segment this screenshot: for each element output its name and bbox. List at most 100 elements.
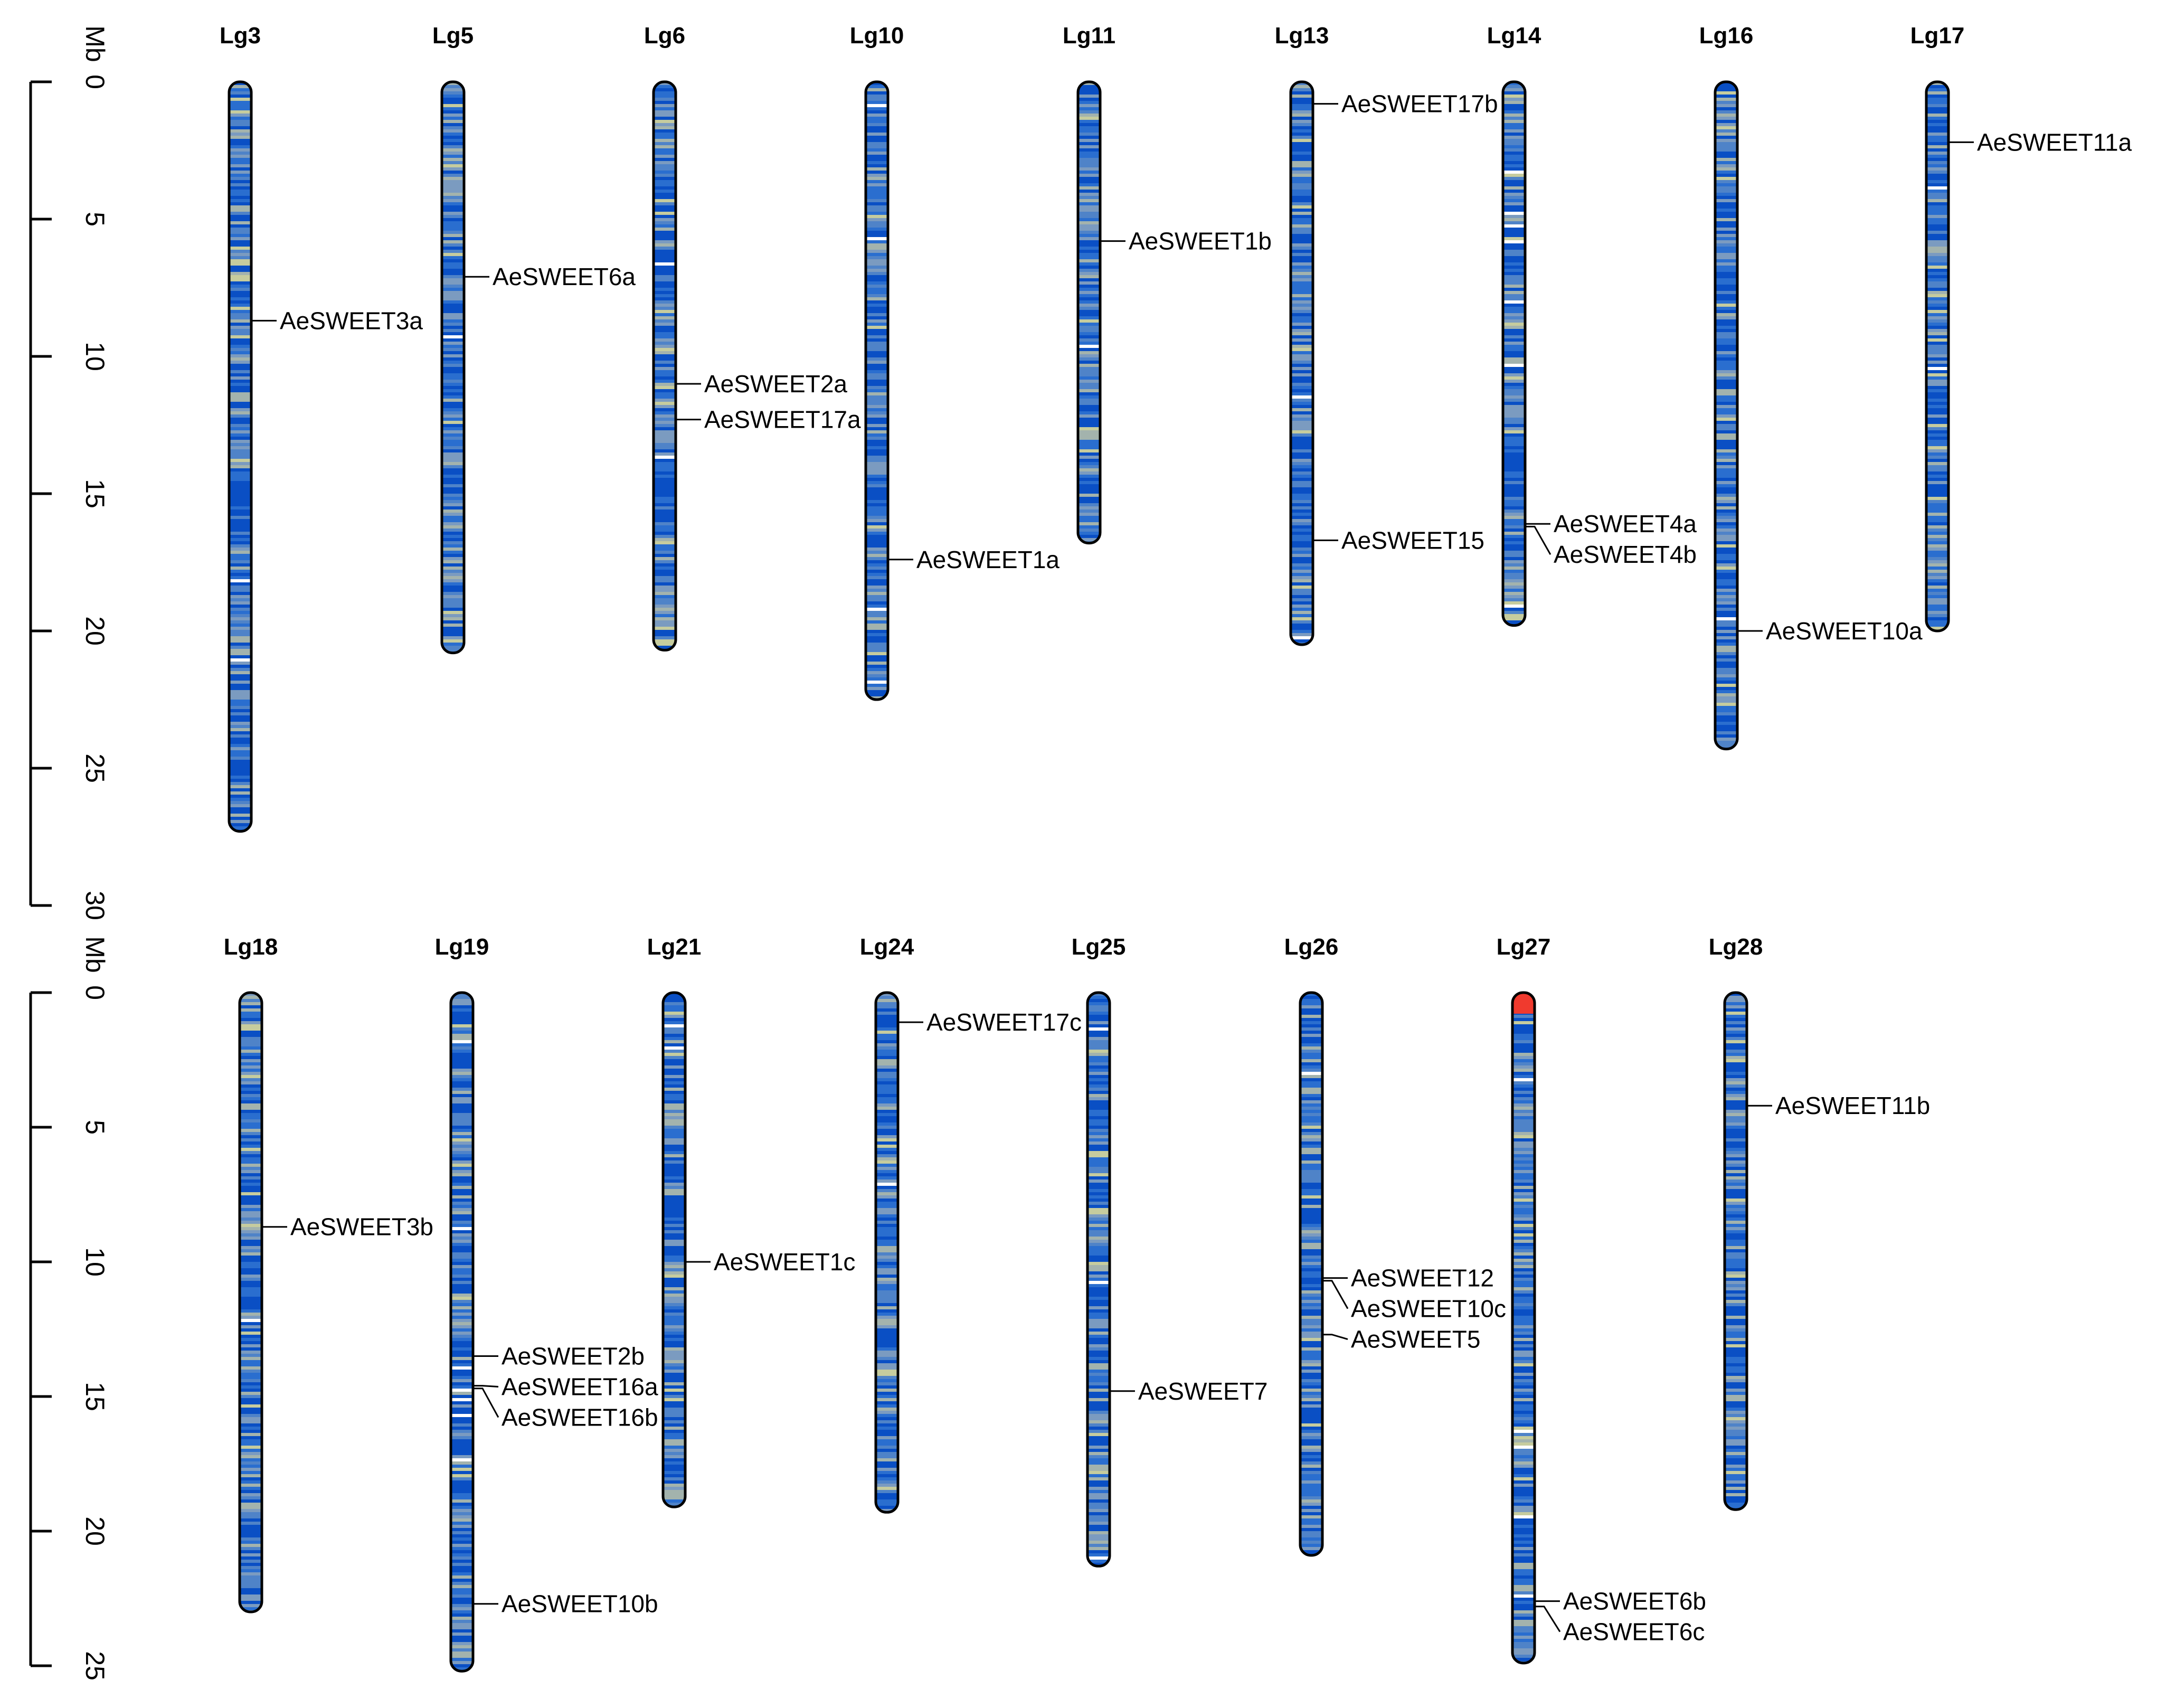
density-band <box>876 1005 898 1009</box>
density-band <box>451 1503 473 1506</box>
density-band <box>1503 117 1525 120</box>
density-band <box>229 541 251 545</box>
density-band <box>1503 85 1525 89</box>
density-band <box>663 1113 685 1117</box>
density-band <box>1715 624 1737 627</box>
density-band <box>1300 1173 1322 1177</box>
density-band <box>451 1655 473 1658</box>
density-band <box>1078 202 1100 206</box>
density-band <box>451 1179 473 1183</box>
density-band <box>1512 1100 1535 1104</box>
density-band <box>229 614 251 618</box>
density-band <box>240 1034 262 1037</box>
density-band <box>451 1493 473 1497</box>
chromosome-name: Lg5 <box>432 23 474 49</box>
density-band <box>1725 1176 1747 1180</box>
density-band <box>876 1471 898 1475</box>
density-band <box>866 639 888 643</box>
density-band <box>1291 465 1313 469</box>
density-band <box>1300 1439 1322 1443</box>
density-band <box>240 1522 262 1525</box>
density-band <box>876 1252 898 1256</box>
density-band <box>876 1199 898 1202</box>
density-band <box>442 85 464 89</box>
gene-leader-line <box>1525 525 1551 555</box>
density-band <box>1725 1341 1747 1345</box>
density-band <box>1087 1493 1110 1497</box>
density-band <box>1725 1354 1747 1357</box>
density-band <box>1725 1398 1747 1402</box>
density-band <box>1503 158 1525 162</box>
density-band <box>654 624 676 627</box>
density-band <box>1078 323 1100 326</box>
density-band <box>1087 1075 1110 1079</box>
density-band <box>1725 1113 1747 1117</box>
density-band <box>442 288 464 291</box>
density-band <box>663 1119 685 1123</box>
density-band <box>1926 490 1948 494</box>
density-band <box>1725 1154 1747 1158</box>
density-band <box>1512 1084 1535 1088</box>
density-band <box>876 1332 898 1335</box>
density-band <box>866 98 888 101</box>
density-band <box>442 643 464 646</box>
density-band <box>1512 1021 1535 1025</box>
density-band <box>1300 1373 1322 1376</box>
density-band <box>866 538 888 542</box>
density-band <box>1512 1658 1535 1662</box>
density-band <box>240 1275 262 1278</box>
density-band <box>1087 1097 1110 1101</box>
density-band <box>229 291 251 295</box>
density-band <box>1087 1461 1110 1465</box>
density-band <box>240 1202 262 1205</box>
density-band <box>1087 1164 1110 1167</box>
density-band <box>1503 551 1525 554</box>
density-band <box>229 361 251 364</box>
density-band <box>240 1005 262 1009</box>
density-band <box>1512 1284 1535 1288</box>
density-band <box>240 1553 262 1557</box>
density-band <box>1725 1072 1747 1075</box>
density-band <box>442 152 464 155</box>
density-band <box>876 1325 898 1329</box>
density-band <box>1715 414 1737 418</box>
density-band <box>1300 1544 1322 1547</box>
density-band <box>1078 259 1100 263</box>
density-band <box>654 481 676 485</box>
density-band <box>1725 1265 1747 1269</box>
density-band <box>876 1015 898 1018</box>
density-band <box>229 294 251 298</box>
density-band <box>876 1069 898 1072</box>
density-band <box>663 1252 685 1256</box>
density-band <box>866 171 888 174</box>
density-band <box>1926 218 1948 222</box>
density-band <box>229 611 251 615</box>
density-band <box>1725 1338 1747 1342</box>
density-band <box>1715 731 1737 735</box>
density-band <box>229 136 251 139</box>
density-band <box>1300 1468 1322 1471</box>
density-band <box>1291 405 1313 409</box>
density-band <box>451 1385 473 1389</box>
density-band <box>442 589 464 592</box>
density-band <box>1926 95 1948 98</box>
density-band <box>451 1065 473 1069</box>
density-band <box>654 98 676 101</box>
density-band <box>229 681 251 684</box>
density-band <box>1291 449 1313 453</box>
density-band <box>1926 361 1948 364</box>
density-band <box>876 1135 898 1139</box>
density-band <box>1512 1490 1535 1494</box>
density-band <box>1087 1480 1110 1484</box>
density-band <box>451 1069 473 1072</box>
density-band <box>654 155 676 158</box>
density-band <box>1300 1433 1322 1437</box>
density-band <box>229 433 251 437</box>
density-band <box>1087 1436 1110 1440</box>
density-band <box>229 345 251 348</box>
density-band <box>663 1446 685 1449</box>
density-band <box>876 1202 898 1205</box>
density-band <box>442 494 464 497</box>
density-band <box>451 1518 473 1522</box>
density-band <box>663 1179 685 1183</box>
